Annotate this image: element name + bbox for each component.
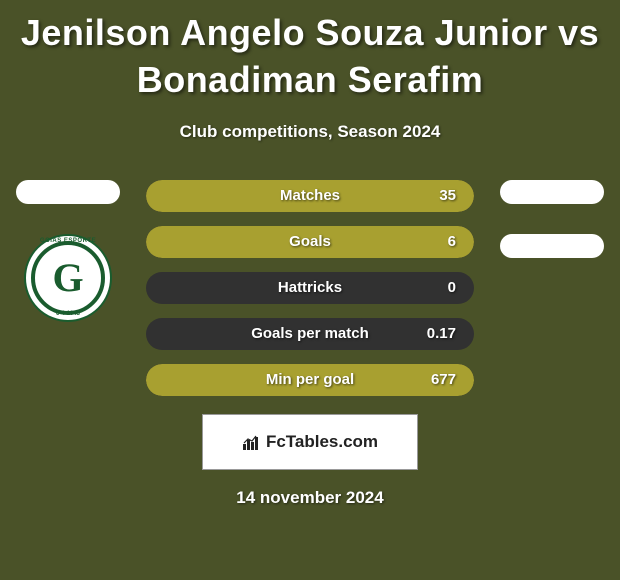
badge-letter: G [52,254,83,301]
stat-value: 0 [448,272,456,304]
content-row: GOIAS ESPORTE G 6·4·1943 Matches 35 Goal… [8,180,612,396]
logo-text: FcTables.com [266,432,378,452]
right-column [492,180,612,258]
stat-label: Matches [146,180,474,212]
stat-value: 6 [448,226,456,258]
stat-bar-goals: Goals 6 [146,226,474,258]
player1-pill [16,180,120,204]
club-badge-inner: G [31,241,105,315]
stat-bar-mpg: Min per goal 677 [146,364,474,396]
stat-label: Min per goal [146,364,474,396]
stat-label: Hattricks [146,272,474,304]
stat-bar-matches: Matches 35 [146,180,474,212]
subtitle: Club competitions, Season 2024 [8,122,612,142]
stat-bar-gpm: Goals per match 0.17 [146,318,474,350]
player2-club-pill [500,234,604,258]
page-title: Jenilson Angelo Souza Junior vs Bonadima… [8,10,612,104]
left-column: GOIAS ESPORTE G 6·4·1943 [8,180,128,322]
stat-value: 35 [439,180,456,212]
stat-bar-hattricks: Hattricks 0 [146,272,474,304]
stats-column: Matches 35 Goals 6 Hattricks 0 Goals per… [146,180,474,396]
club-badge: GOIAS ESPORTE G 6·4·1943 [24,234,112,322]
stat-label: Goals [146,226,474,258]
stat-label: Goals per match [146,318,474,350]
date-text: 14 november 2024 [8,488,612,508]
chart-icon [242,433,260,451]
badge-bottom-text: 6·4·1943 [56,311,80,317]
player2-pill [500,180,604,204]
stat-value: 0.17 [427,318,456,350]
logo-box: FcTables.com [202,414,418,470]
stat-value: 677 [431,364,456,396]
